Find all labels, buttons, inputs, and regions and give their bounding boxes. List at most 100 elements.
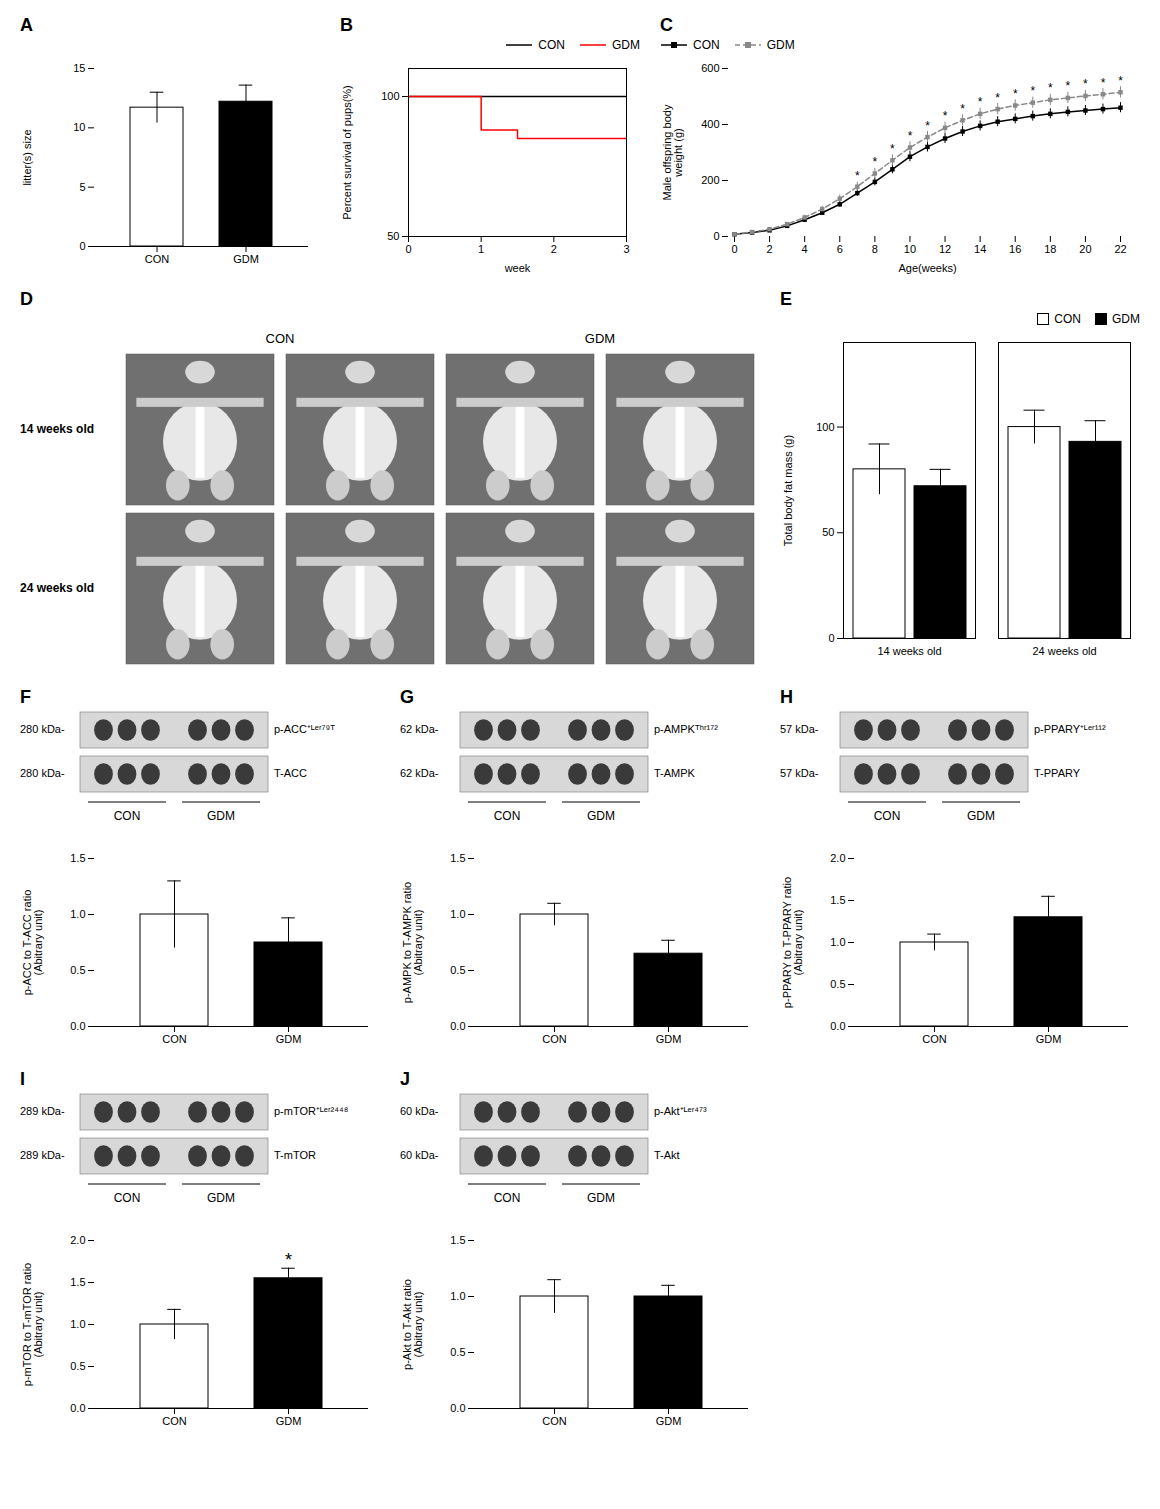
svg-text:60 kDa-: 60 kDa- [400, 1149, 439, 1161]
svg-text:289 kDa-: 289 kDa- [20, 1105, 65, 1117]
svg-text:1.0: 1.0 [830, 936, 845, 948]
svg-text:0: 0 [79, 240, 85, 252]
svg-text:1: 1 [478, 243, 484, 255]
svg-text:*: * [1030, 84, 1035, 98]
svg-text:GDM: GDM [276, 1415, 302, 1427]
svg-text:0.5: 0.5 [830, 978, 845, 990]
svg-text:6: 6 [837, 243, 843, 255]
svg-text:*: * [1066, 79, 1071, 93]
svg-text:1.5: 1.5 [830, 894, 845, 906]
svg-text:CON: CON [542, 1415, 567, 1427]
svg-text:T-PPARY: T-PPARY [1034, 767, 1081, 779]
svg-text:16: 16 [1009, 243, 1021, 255]
svg-text:1.5: 1.5 [450, 852, 465, 864]
svg-text:*: * [943, 109, 948, 123]
svg-text:0: 0 [405, 243, 411, 255]
svg-text:GDM: GDM [1036, 1033, 1062, 1045]
svg-text:p-mTOR to T-mTOR ratio(Abitrar: p-mTOR to T-mTOR ratio(Abitrary unit) [21, 1263, 44, 1386]
svg-text:600: 600 [701, 62, 719, 74]
svg-text:0.0: 0.0 [830, 1020, 845, 1032]
svg-text:GDM: GDM [587, 809, 615, 823]
svg-text:CON: CON [162, 1033, 187, 1045]
svg-text:0.5: 0.5 [70, 964, 85, 976]
svg-text:1.0: 1.0 [450, 1290, 465, 1302]
svg-text:p-mTOR⁺ᴸᵉʳ²⁴⁴⁸: p-mTOR⁺ᴸᵉʳ²⁴⁴⁸ [274, 1105, 348, 1117]
svg-text:57 kDa-: 57 kDa- [780, 767, 819, 779]
svg-text:0.0: 0.0 [70, 1020, 85, 1032]
svg-text:CON: CON [145, 253, 170, 265]
svg-text:14 weeks old: 14 weeks old [20, 422, 94, 436]
svg-text:CON: CON [494, 809, 521, 823]
svg-text:50: 50 [822, 526, 834, 538]
svg-text:T-mTOR: T-mTOR [274, 1149, 316, 1161]
svg-text:CON: CON [114, 809, 141, 823]
svg-text:CON: CON [266, 331, 295, 346]
svg-text:week: week [504, 262, 531, 274]
svg-text:*: * [855, 169, 860, 183]
svg-text:100: 100 [816, 421, 834, 433]
svg-text:p-AMPKᵀʰʳ¹⁷²: p-AMPKᵀʰʳ¹⁷² [654, 723, 718, 735]
svg-text:5: 5 [79, 181, 85, 193]
svg-text:57 kDa-: 57 kDa- [780, 723, 819, 735]
svg-text:0.0: 0.0 [450, 1402, 465, 1414]
svg-text:50: 50 [387, 230, 399, 242]
svg-text:*: * [978, 95, 983, 109]
svg-text:60 kDa-: 60 kDa- [400, 1105, 439, 1117]
svg-text:p-Akt⁺ᴸᵉʳ⁴⁷³: p-Akt⁺ᴸᵉʳ⁴⁷³ [654, 1105, 707, 1117]
svg-text:GDM: GDM [656, 1415, 682, 1427]
svg-text:20: 20 [1079, 243, 1091, 255]
svg-text:62 kDa-: 62 kDa- [400, 767, 439, 779]
svg-text:*: * [1083, 77, 1088, 91]
svg-text:CON: CON [922, 1033, 947, 1045]
svg-text:*: * [1048, 81, 1053, 95]
svg-text:10: 10 [73, 121, 85, 133]
svg-text:CON: CON [162, 1415, 187, 1427]
svg-text:0.5: 0.5 [450, 964, 465, 976]
svg-text:0: 0 [713, 230, 719, 242]
svg-text:Male offspring bodyweight (g): Male offspring bodyweight (g) [661, 104, 684, 200]
svg-text:GDM: GDM [967, 809, 995, 823]
svg-text:0.5: 0.5 [70, 1360, 85, 1372]
svg-text:62 kDa-: 62 kDa- [400, 723, 439, 735]
svg-text:p-PPARY⁺ᴸᵉʳ¹¹²: p-PPARY⁺ᴸᵉʳ¹¹² [1034, 723, 1106, 735]
svg-text:GDM: GDM [587, 1191, 615, 1205]
svg-text:15: 15 [73, 62, 85, 74]
svg-text:*: * [890, 142, 895, 156]
svg-text:p-Akt to T-Akt ratio(Abitrary: p-Akt to T-Akt ratio(Abitrary unit) [401, 1279, 424, 1370]
svg-text:1.0: 1.0 [70, 908, 85, 920]
svg-text:*: * [1101, 76, 1106, 90]
svg-text:24 weeks old: 24 weeks old [1032, 645, 1096, 657]
svg-text:2.0: 2.0 [830, 852, 845, 864]
svg-text:*: * [1013, 87, 1018, 101]
svg-text:0: 0 [828, 632, 834, 644]
svg-text:0: 0 [731, 243, 737, 255]
svg-text:1.5: 1.5 [70, 852, 85, 864]
svg-text:24 weeks old: 24 weeks old [20, 581, 94, 595]
svg-text:GDM: GDM [233, 253, 259, 265]
svg-text:GDM: GDM [656, 1033, 682, 1045]
svg-text:Percent survival of pups(%): Percent survival of pups(%) [341, 85, 353, 220]
svg-text:*: * [908, 129, 913, 143]
svg-text:p-PPARY to T-PPARY ratio(Abitr: p-PPARY to T-PPARY ratio(Abitrary unit) [781, 877, 804, 1008]
svg-text:*: * [285, 1250, 292, 1270]
svg-text:*: * [925, 119, 930, 133]
svg-text:4: 4 [802, 243, 808, 255]
svg-text:litter(s) size: litter(s) size [21, 129, 33, 185]
svg-text:GDM: GDM [585, 331, 615, 346]
svg-text:22: 22 [1114, 243, 1126, 255]
svg-text:T-AMPK: T-AMPK [654, 767, 696, 779]
svg-text:200: 200 [701, 174, 719, 186]
svg-text:2: 2 [551, 243, 557, 255]
svg-text:1.5: 1.5 [450, 1234, 465, 1246]
svg-text:*: * [873, 155, 878, 169]
svg-text:280 kDa-: 280 kDa- [20, 723, 65, 735]
svg-text:p-AMPK to T-AMPK ratio(Abitrar: p-AMPK to T-AMPK ratio(Abitrary unit) [401, 882, 424, 1003]
svg-text:2: 2 [767, 243, 773, 255]
svg-text:2.0: 2.0 [70, 1234, 85, 1246]
svg-text:1.0: 1.0 [450, 908, 465, 920]
svg-text:CON: CON [874, 809, 901, 823]
svg-text:1.5: 1.5 [70, 1276, 85, 1288]
svg-text:p-ACC to T-ACC ratio(Abitrary: p-ACC to T-ACC ratio(Abitrary unit) [21, 890, 44, 996]
svg-text:CON: CON [114, 1191, 141, 1205]
svg-text:0.0: 0.0 [70, 1402, 85, 1414]
